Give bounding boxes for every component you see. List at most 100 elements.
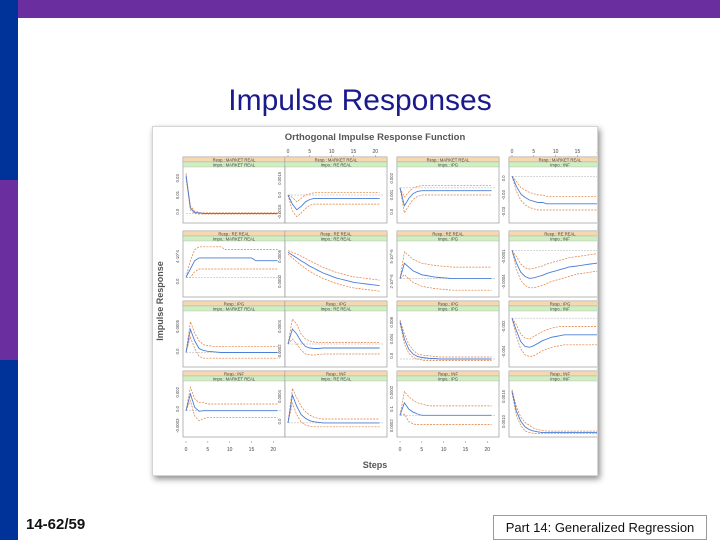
strip-impulse-label: Impo.: MARKET REAL [213,376,256,381]
upper-band-line [511,318,597,340]
strip-impulse [508,161,597,168]
strip-impulse-label: Impo.: INF [550,306,570,311]
strip-impulse [508,235,597,242]
response-line [287,251,380,287]
panel-4 [182,230,286,298]
y-tick-label: 0.0002 [389,385,394,398]
response-line [399,401,492,416]
lower-band-line [399,187,492,214]
y-tick-label: 0.0015 [277,171,282,184]
upper-band-line [185,246,278,278]
y-tick-label: 0.0005 [175,319,180,332]
y-tick-label: 0.01 [175,190,180,199]
strip-impulse-label: Impo.: MARKET REAL [213,306,256,311]
response-line [287,328,380,349]
response-line [511,318,597,348]
strip-response-label: Resp.: RE REAL [432,231,464,236]
strip-impulse [508,305,597,312]
panel-frame [284,230,388,298]
x-tick-label: 0 [399,447,402,453]
left-bar-segment-blue [0,0,18,180]
strip-response-label: Resp.: INF [326,371,346,376]
x-tick-label: 15 [351,149,357,155]
response-line [185,257,278,278]
panel-1 [284,156,388,224]
upper-band-line [287,250,380,281]
strip-impulse-label: Impo.: RE REAL [321,376,352,381]
x-tick-label: 0 [185,447,188,453]
x-tick-label: 5 [206,447,209,453]
impulse-response-chart: Orthogonal Impulse Response Function Impu… [155,132,597,470]
strip-response-label: Resp.: INF [438,371,458,376]
y-tick-label: -0.03 [501,190,506,200]
panel-9 [284,300,388,368]
response-line [287,194,380,211]
y-tick-label: 4·10^4 [175,249,180,262]
panel-frame [508,156,597,224]
panel-11 [508,300,597,368]
y-tick-label: -0.0004 [501,274,506,289]
y-tick-label: -0.0015 [277,204,282,219]
panel-frame [182,300,286,368]
panel-8 [182,300,286,368]
left-bar-segment-purple [0,180,18,360]
strip-response-label: Resp.: IPG [224,301,244,306]
y-tick-label: -0.0003 [175,418,180,433]
x-tick-label: 15 [463,447,469,453]
lower-band-line [511,250,597,289]
y-tick-label: 0.0004 [277,319,282,332]
response-line [399,187,492,207]
strip-impulse-label: Impo.: IPG [438,236,458,241]
upper-band-line [399,251,492,279]
upper-band-line [287,318,380,345]
x-axis-label: Steps [363,460,388,470]
y-tick-label: -0.002 [501,320,506,333]
panel-frame [182,230,286,298]
footer-caption: Part 14: Generalized Regression [493,515,707,540]
lower-band-line [287,253,380,292]
strip-response-label: Resp.: RE REAL [218,231,250,236]
strip-response-label: Resp.: RE REAL [320,231,352,236]
y-tick-label: 5·10^-5 [389,249,394,264]
upper-band-line [287,192,380,203]
y-tick-label: 0.0004 [277,389,282,402]
strip-impulse [284,161,388,168]
upper-band-line [511,175,597,197]
lower-band-line [511,318,597,357]
strip-response-label: Resp.: IPG [438,301,458,306]
upper-band-line [399,185,492,198]
x-tick-label: 20 [372,149,378,155]
y-tick-label: 0.1 [389,405,394,411]
strip-response-label: Resp.: MARKET REAL [539,157,582,162]
y-tick-label: 2·10^-5 [389,274,394,289]
panel-2 [396,156,500,224]
panel-frame [396,300,500,368]
lower-band-line [511,392,597,435]
x-tick-label: 20 [270,447,276,453]
upper-band-line [185,321,278,353]
strip-impulse [284,235,388,242]
strip-impulse [508,375,597,382]
response-line [185,392,278,412]
lower-band-line [185,177,278,215]
strip-response-label: Resp.: RE REAL [544,231,576,236]
slide-title: Impulse Responses [228,84,492,117]
lower-band-line [399,322,492,361]
y-tick-label: 0.0 [277,191,282,197]
response-line [399,262,492,280]
upper-band-line [399,390,492,416]
left-accent-bar [0,0,18,540]
y-tick-label: 0.001 [389,189,394,200]
y-tick-label: 0.0 [175,208,180,214]
y-tick-label: -0.0002 [277,344,282,359]
panel-3 [508,156,597,224]
impulse-response-figure: Orthogonal Impulse Response Function Impu… [152,126,598,476]
slide-number: 14-62/59 [26,516,86,533]
panel-14 [396,370,500,438]
strip-response-label: Resp.: MARKET REAL [315,157,358,162]
y-tick-label: 0.0015 [501,389,506,402]
strip-impulse-label: Impo.: RE REAL [321,236,352,241]
panel-6 [396,230,500,298]
upper-band-line [287,387,380,423]
y-tick-label: -0.03 [501,206,506,216]
